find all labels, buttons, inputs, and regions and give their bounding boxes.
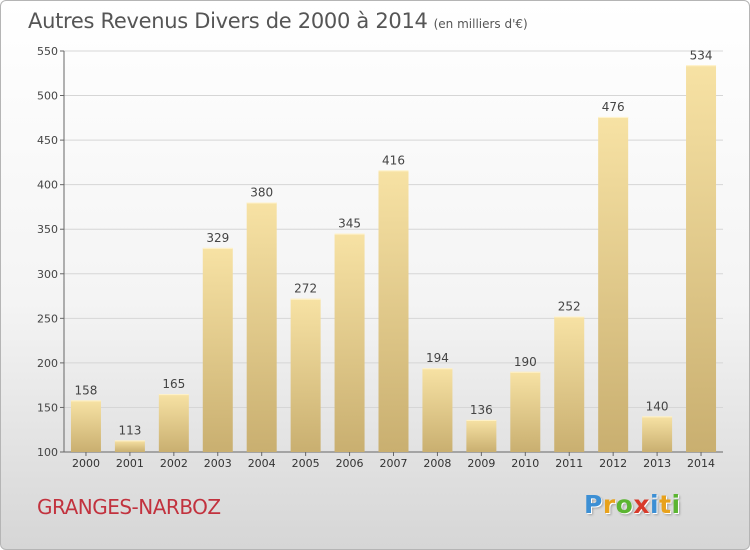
bar-2011 — [554, 316, 585, 452]
data-label-2000: 158 — [75, 383, 98, 397]
data-label-2010: 190 — [514, 355, 537, 369]
bar-2010 — [510, 371, 541, 452]
y-tick-label: 500 — [37, 90, 58, 103]
x-tick-label-2007: 2007 — [380, 457, 408, 470]
data-label-2012: 476 — [602, 100, 625, 114]
data-label-2011: 252 — [558, 300, 581, 314]
y-tick-label: 550 — [37, 45, 58, 58]
y-tick-label: 400 — [37, 179, 58, 192]
data-label-2006: 345 — [338, 217, 361, 231]
x-tick-label-2012: 2012 — [599, 457, 627, 470]
bar-2008 — [422, 368, 453, 452]
x-tick-label-2003: 2003 — [204, 457, 232, 470]
y-tick-label: 200 — [37, 357, 58, 370]
x-tick-label-2011: 2011 — [555, 457, 583, 470]
y-tick-label: 450 — [37, 134, 58, 147]
bar-2002 — [158, 394, 189, 452]
data-label-2002: 165 — [162, 377, 185, 391]
data-label-2003: 329 — [206, 231, 229, 245]
x-tick-label-2002: 2002 — [160, 457, 188, 470]
x-tick-label-2005: 2005 — [292, 457, 320, 470]
data-label-2009: 136 — [470, 403, 493, 417]
bar-2005 — [290, 298, 321, 452]
logo-letter: t — [659, 490, 672, 519]
proxiti-logo: Proxiti — [584, 490, 681, 519]
logo-letter: x — [633, 490, 650, 519]
logo-letter: r — [602, 490, 616, 519]
bar-2012 — [598, 116, 629, 452]
logo-letter: i — [671, 490, 681, 519]
y-tick-label: 300 — [37, 268, 58, 281]
location-name: GRANGES-NARBOZ — [37, 495, 221, 519]
bar-2013 — [642, 416, 673, 452]
chart-title: Autres Revenus Divers de 2000 à 2014 — [28, 9, 428, 33]
data-label-2007: 416 — [382, 153, 405, 167]
bar-2001 — [114, 440, 145, 452]
data-label-2013: 140 — [646, 399, 669, 413]
data-label-2004: 380 — [250, 185, 273, 199]
bar-2006 — [334, 233, 365, 452]
bar-2004 — [246, 202, 277, 452]
bars — [70, 65, 717, 453]
bar-2000 — [70, 400, 101, 452]
logo-letter: P — [584, 490, 603, 519]
data-labels: 158 113 165 329 380 272 345 416 194 136 190 252 476 1… — [75, 48, 713, 437]
chart-subtitle: (en milliers d'€) — [433, 17, 528, 31]
data-label-2014: 534 — [690, 48, 713, 62]
chart-title-block: Autres Revenus Divers de 2000 à 2014 (en … — [28, 9, 528, 33]
x-tick-label-2014: 2014 — [687, 457, 715, 470]
logo-letter: i — [650, 490, 660, 519]
bar-2009 — [466, 419, 497, 452]
x-tick-label-2010: 2010 — [511, 457, 539, 470]
data-label-2008: 194 — [426, 351, 449, 365]
x-tick-label-2006: 2006 — [336, 457, 364, 470]
x-tick-label-2009: 2009 — [467, 457, 495, 470]
x-tick-label-2008: 2008 — [423, 457, 451, 470]
bar-2003 — [202, 247, 233, 452]
logo-letter: o — [615, 490, 634, 519]
x-tick-label-2001: 2001 — [116, 457, 144, 470]
x-tick-label-2004: 2004 — [248, 457, 276, 470]
y-tick-label: 150 — [37, 401, 58, 414]
axes: 100 150 200 250 300 350 400 450 500 550 2000 2001 20… — [37, 45, 723, 470]
bar-2014 — [686, 65, 717, 452]
data-label-2005: 272 — [294, 282, 317, 296]
y-tick-label: 100 — [37, 446, 58, 459]
data-label-2001: 113 — [118, 423, 141, 437]
x-tick-label-2000: 2000 — [72, 457, 100, 470]
x-tick-label-2013: 2013 — [643, 457, 671, 470]
y-tick-label: 350 — [37, 223, 58, 236]
y-tick-label: 250 — [37, 312, 58, 325]
bar-2007 — [378, 170, 409, 453]
